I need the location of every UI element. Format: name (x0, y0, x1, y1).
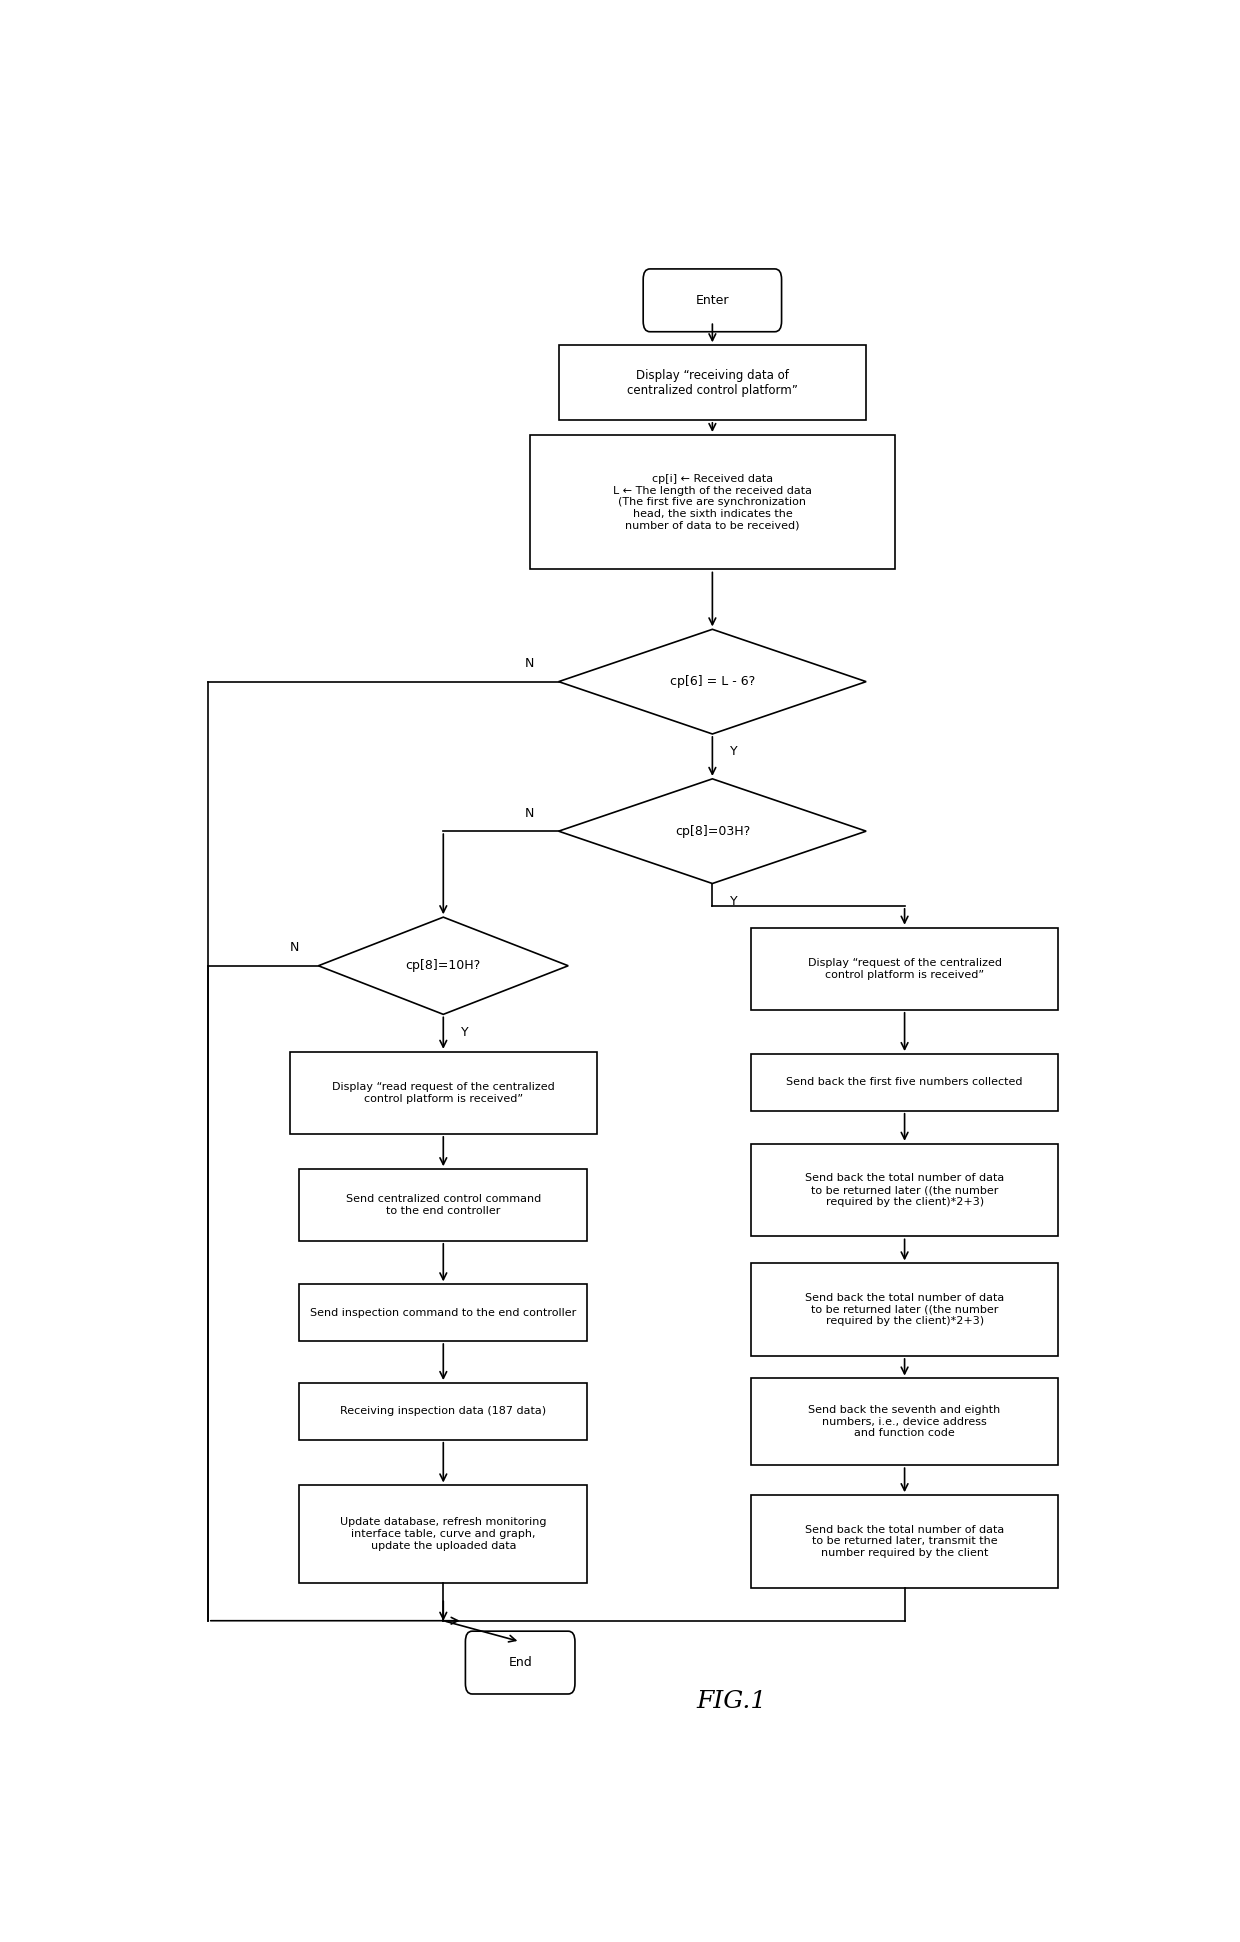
Text: N: N (290, 942, 299, 954)
Text: Send back the seventh and eighth
numbers, i.e., device address
and function code: Send back the seventh and eighth numbers… (808, 1406, 1001, 1439)
Polygon shape (558, 779, 866, 884)
Text: Receiving inspection data (187 data): Receiving inspection data (187 data) (340, 1406, 547, 1416)
Text: Y: Y (729, 895, 738, 909)
Text: Display “receiving data of
centralized control platform”: Display “receiving data of centralized c… (627, 369, 797, 396)
Bar (751, 1055, 1058, 1111)
Text: Enter: Enter (696, 293, 729, 307)
Polygon shape (319, 917, 568, 1014)
Text: Send inspection command to the end controller: Send inspection command to the end contr… (310, 1307, 577, 1319)
Bar (299, 1284, 588, 1342)
Bar (529, 435, 895, 569)
Text: End: End (508, 1657, 532, 1668)
Bar (299, 1383, 588, 1439)
Text: cp[8]=03H?: cp[8]=03H? (675, 825, 750, 837)
Text: Send back the total number of data
to be returned later ((the number
required by: Send back the total number of data to be… (805, 1173, 1004, 1206)
Text: cp[8]=10H?: cp[8]=10H? (405, 959, 481, 973)
Text: cp[6] = L - 6?: cp[6] = L - 6? (670, 676, 755, 687)
FancyBboxPatch shape (644, 268, 781, 332)
Text: N: N (525, 806, 534, 820)
Bar (558, 346, 866, 419)
Bar (751, 1495, 1058, 1589)
FancyBboxPatch shape (465, 1631, 575, 1693)
Text: Send back the first five numbers collected: Send back the first five numbers collect… (786, 1078, 1023, 1088)
Text: Update database, refresh monitoring
interface table, curve and graph,
update the: Update database, refresh monitoring inte… (340, 1517, 547, 1550)
Polygon shape (558, 629, 866, 734)
Text: Send centralized control command
to the end controller: Send centralized control command to the … (346, 1194, 541, 1216)
Text: Y: Y (729, 746, 738, 759)
Bar (299, 1486, 588, 1583)
Text: FIG.1: FIG.1 (697, 1690, 766, 1713)
Text: cp[i] ← Received data
L ← The length of the received data
(The first five are sy: cp[i] ← Received data L ← The length of … (613, 474, 812, 530)
Bar (289, 1053, 596, 1134)
Text: Y: Y (460, 1025, 469, 1039)
Text: Send back the total number of data
to be returned later, transmit the
number req: Send back the total number of data to be… (805, 1524, 1004, 1557)
Bar (751, 1144, 1058, 1237)
Bar (299, 1169, 588, 1241)
Bar (751, 928, 1058, 1010)
Text: N: N (525, 656, 534, 670)
Text: Display “read request of the centralized
control platform is received”: Display “read request of the centralized… (332, 1082, 554, 1103)
Bar (751, 1264, 1058, 1356)
Bar (751, 1379, 1058, 1464)
Text: Display “request of the centralized
control platform is received”: Display “request of the centralized cont… (807, 957, 1002, 979)
Text: Send back the total number of data
to be returned later ((the number
required by: Send back the total number of data to be… (805, 1293, 1004, 1326)
